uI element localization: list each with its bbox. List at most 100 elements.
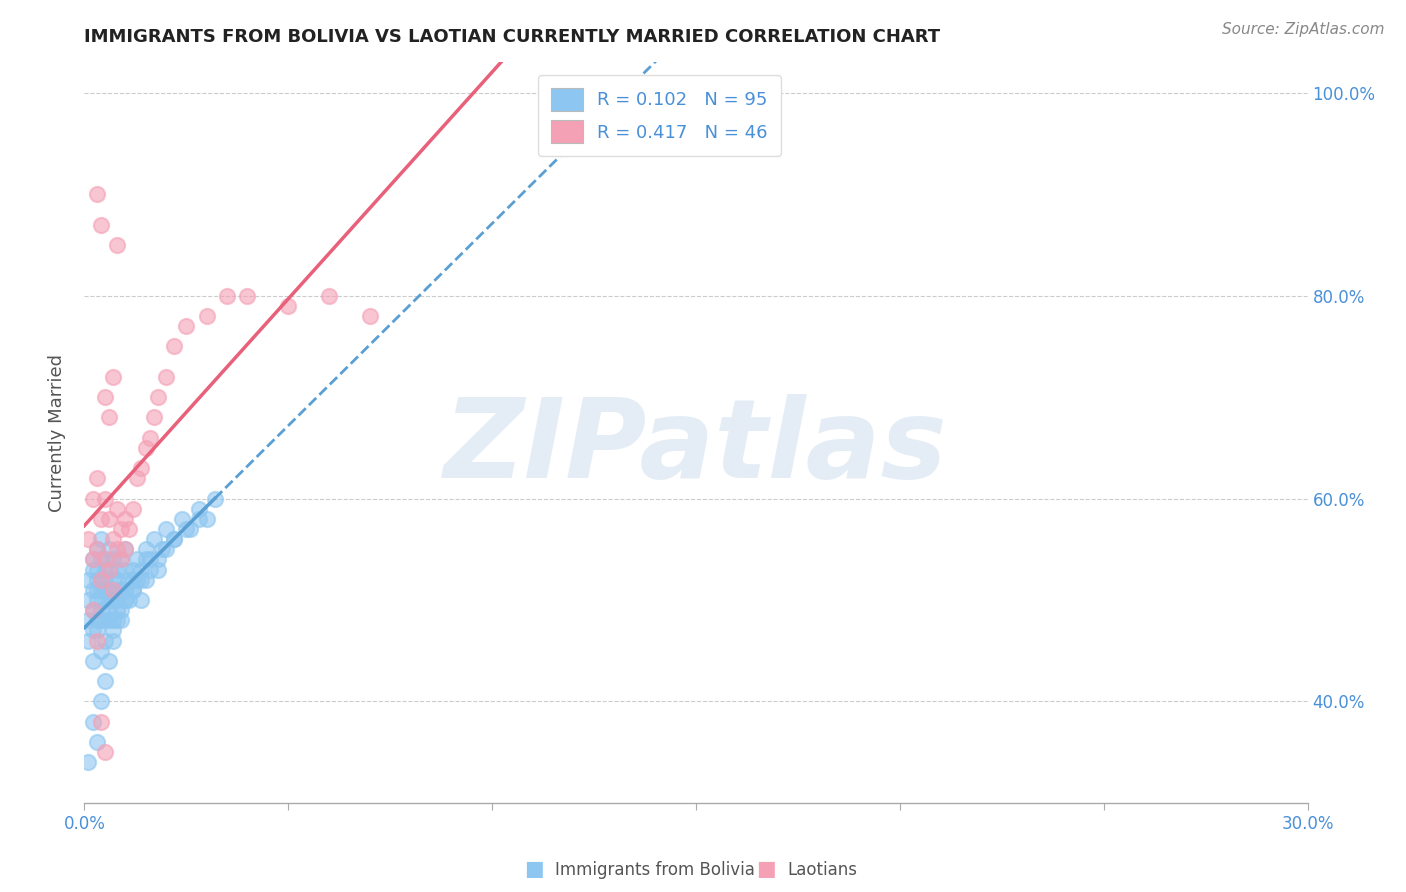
Point: [122, 562, 145, 576]
Point: [138, 431, 160, 445]
Point: [105, 562, 128, 576]
Point: [131, 573, 153, 587]
Point: [93, 582, 115, 597]
Point: [101, 624, 124, 638]
Point: [101, 593, 124, 607]
Text: ■: ■: [756, 859, 776, 879]
Point: [93, 593, 115, 607]
Point: [90, 582, 112, 597]
Point: [114, 512, 136, 526]
Point: [122, 501, 145, 516]
Point: [93, 573, 115, 587]
Point: [114, 593, 136, 607]
Point: [101, 552, 124, 566]
Point: [97, 542, 120, 557]
Point: [97, 512, 120, 526]
Point: [82, 582, 104, 597]
Point: [105, 501, 128, 516]
Point: [105, 582, 128, 597]
Point: [101, 369, 124, 384]
Point: [187, 501, 209, 516]
Point: [86, 187, 108, 202]
Point: [135, 573, 157, 587]
Point: [93, 674, 115, 689]
Point: [93, 633, 115, 648]
Point: [93, 613, 115, 627]
Point: [93, 552, 115, 566]
Point: [155, 542, 177, 557]
Point: [105, 238, 128, 252]
Point: [150, 542, 173, 557]
Point: [77, 756, 100, 770]
Y-axis label: Currently Married: Currently Married: [48, 353, 66, 512]
Point: [110, 613, 132, 627]
Point: [82, 552, 104, 566]
Point: [174, 522, 197, 536]
Point: [174, 319, 197, 334]
Point: [90, 694, 112, 708]
Point: [82, 654, 104, 668]
Point: [90, 573, 112, 587]
Point: [97, 562, 120, 576]
Text: IMMIGRANTS FROM BOLIVIA VS LAOTIAN CURRENTLY MARRIED CORRELATION CHART: IMMIGRANTS FROM BOLIVIA VS LAOTIAN CURRE…: [84, 28, 941, 45]
Point: [179, 522, 201, 536]
Point: [77, 633, 100, 648]
Point: [359, 309, 381, 323]
Point: [90, 552, 112, 566]
Point: [146, 562, 169, 576]
Point: [105, 573, 128, 587]
Point: [90, 613, 112, 627]
Point: [122, 573, 145, 587]
Point: [135, 542, 157, 557]
Point: [155, 369, 177, 384]
Point: [90, 532, 112, 546]
Point: [101, 613, 124, 627]
Point: [114, 542, 136, 557]
Point: [90, 512, 112, 526]
Point: [101, 532, 124, 546]
Point: [118, 593, 141, 607]
Point: [127, 471, 149, 485]
Point: [93, 491, 115, 506]
Point: [90, 218, 112, 232]
Point: [142, 532, 165, 546]
Point: [114, 582, 136, 597]
Point: [195, 309, 218, 323]
Point: [82, 624, 104, 638]
Point: [93, 745, 115, 759]
Point: [93, 562, 115, 576]
Point: [172, 512, 194, 526]
Point: [86, 542, 108, 557]
Point: [105, 593, 128, 607]
Point: [135, 552, 157, 566]
Point: [86, 593, 108, 607]
Point: [163, 339, 186, 353]
Point: [82, 491, 104, 506]
Text: Immigrants from Bolivia: Immigrants from Bolivia: [555, 861, 755, 879]
Point: [131, 593, 153, 607]
Point: [82, 552, 104, 566]
Point: [86, 633, 108, 648]
Point: [105, 603, 128, 617]
Point: [97, 410, 120, 425]
Point: [122, 582, 145, 597]
Point: [122, 582, 145, 597]
Point: [236, 289, 259, 303]
Point: [90, 573, 112, 587]
Point: [93, 552, 115, 566]
Point: [97, 654, 120, 668]
Point: [110, 552, 132, 566]
Point: [86, 624, 108, 638]
Point: [110, 552, 132, 566]
Point: [90, 603, 112, 617]
Point: [101, 573, 124, 587]
Point: [127, 552, 149, 566]
Point: [101, 633, 124, 648]
Point: [86, 542, 108, 557]
Point: [318, 289, 340, 303]
Point: [90, 643, 112, 657]
Point: [82, 603, 104, 617]
Point: [77, 532, 100, 546]
Text: Source: ZipAtlas.com: Source: ZipAtlas.com: [1222, 22, 1385, 37]
Point: [114, 562, 136, 576]
